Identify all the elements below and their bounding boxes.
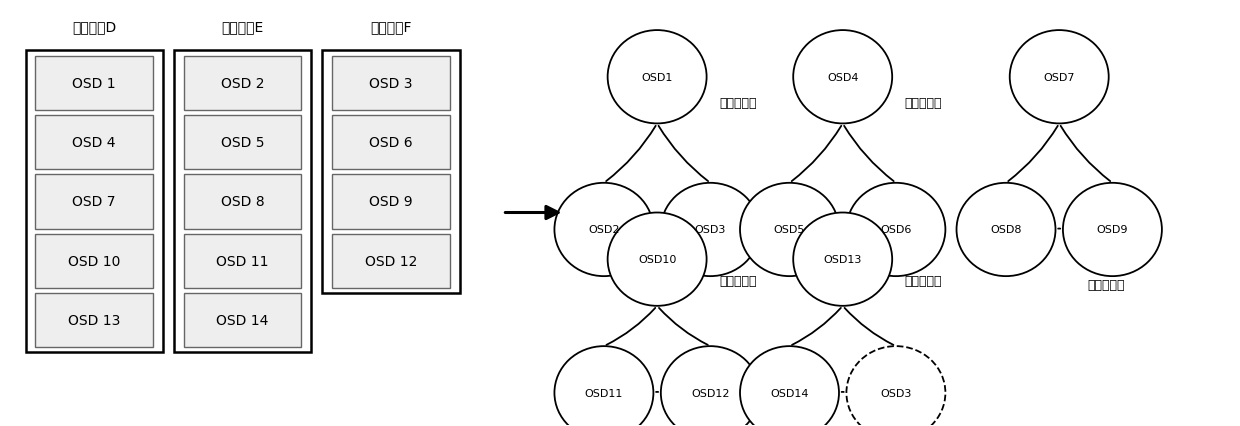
Text: OSD7: OSD7	[1044, 72, 1075, 83]
Ellipse shape	[847, 346, 945, 426]
Bar	[184, 56, 301, 111]
Bar	[36, 175, 153, 229]
Text: OSD13: OSD13	[823, 255, 862, 265]
Text: 第一心跳环: 第一心跳环	[1087, 279, 1125, 291]
Bar	[332, 56, 450, 111]
Text: OSD 11: OSD 11	[217, 254, 269, 268]
Text: OSD10: OSD10	[637, 255, 676, 265]
Bar	[184, 175, 301, 229]
Ellipse shape	[661, 346, 760, 426]
Ellipse shape	[740, 183, 839, 276]
Ellipse shape	[794, 31, 893, 124]
Text: 存储节点F: 存储节点F	[371, 20, 412, 35]
Text: OSD14: OSD14	[770, 388, 808, 398]
Bar	[184, 234, 301, 288]
Ellipse shape	[1063, 183, 1162, 276]
Text: 第二心跳环: 第二心跳环	[904, 274, 942, 287]
Text: OSD 14: OSD 14	[217, 314, 269, 328]
Text: 存储节点D: 存储节点D	[72, 20, 117, 35]
Text: 第一心跳环: 第一心跳环	[719, 274, 756, 287]
Text: OSD11: OSD11	[585, 388, 624, 398]
Text: OSD2: OSD2	[588, 225, 620, 235]
Ellipse shape	[740, 346, 839, 426]
Ellipse shape	[1009, 31, 1109, 124]
Bar	[36, 234, 153, 288]
Ellipse shape	[608, 213, 707, 306]
Ellipse shape	[554, 183, 653, 276]
Text: OSD9: OSD9	[1096, 225, 1128, 235]
Bar	[184, 294, 301, 348]
Text: OSD 3: OSD 3	[370, 77, 413, 90]
Text: OSD 13: OSD 13	[68, 314, 120, 328]
Text: OSD 7: OSD 7	[72, 195, 115, 209]
Bar	[174, 51, 311, 353]
Bar	[332, 234, 450, 288]
Text: OSD5: OSD5	[774, 225, 805, 235]
Text: OSD1: OSD1	[641, 72, 673, 83]
Ellipse shape	[554, 346, 653, 426]
Ellipse shape	[661, 183, 760, 276]
Text: OSD 8: OSD 8	[221, 195, 264, 209]
Bar	[184, 115, 301, 170]
Ellipse shape	[956, 183, 1055, 276]
Text: OSD 2: OSD 2	[221, 77, 264, 90]
Text: OSD 6: OSD 6	[370, 136, 413, 150]
Text: OSD 9: OSD 9	[370, 195, 413, 209]
Text: 第一心跳环: 第一心跳环	[719, 96, 756, 109]
Text: OSD 1: OSD 1	[72, 77, 117, 90]
Bar	[36, 56, 153, 111]
Text: OSD8: OSD8	[991, 225, 1022, 235]
Bar	[26, 51, 162, 353]
Text: OSD 4: OSD 4	[72, 136, 115, 150]
Text: OSD3: OSD3	[880, 388, 911, 398]
Text: OSD3: OSD3	[694, 225, 725, 235]
Ellipse shape	[847, 183, 945, 276]
Text: OSD4: OSD4	[827, 72, 858, 83]
Bar	[332, 115, 450, 170]
Text: OSD 5: OSD 5	[221, 136, 264, 150]
Text: OSD12: OSD12	[691, 388, 729, 398]
Bar	[332, 175, 450, 229]
Bar	[36, 294, 153, 348]
Ellipse shape	[794, 213, 893, 306]
Text: 第一心跳环: 第一心跳环	[904, 96, 942, 109]
Text: OSD 10: OSD 10	[68, 254, 120, 268]
Text: OSD 12: OSD 12	[365, 254, 418, 268]
Bar	[36, 115, 153, 170]
Bar	[322, 51, 460, 294]
Ellipse shape	[608, 31, 707, 124]
Text: 存储节点E: 存储节点E	[222, 20, 264, 35]
Text: OSD6: OSD6	[880, 225, 911, 235]
